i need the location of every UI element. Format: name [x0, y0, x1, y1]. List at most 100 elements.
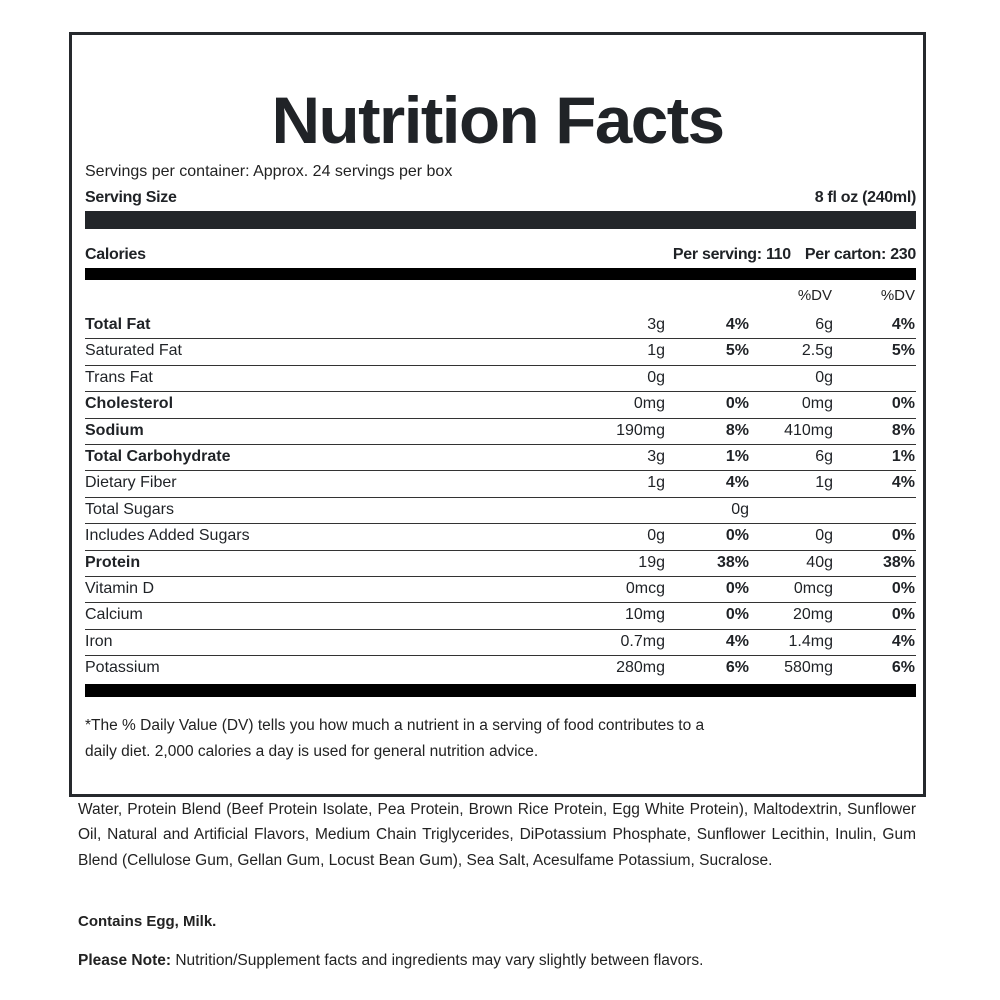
- dv-per-serving: 5%: [725, 342, 749, 360]
- dv-header-row: %DV %DV: [85, 287, 916, 307]
- calories-per-serving: Per serving: 110: [672, 246, 791, 263]
- dv-per-serving: 4%: [725, 474, 749, 492]
- thick-divider: [85, 211, 916, 229]
- dv-per-carton: 8%: [891, 421, 915, 439]
- dv-per-carton: 5%: [891, 342, 915, 360]
- nutrient-name: Total Sugars: [85, 500, 174, 518]
- dv-per-serving: 0g: [731, 500, 749, 518]
- amount-per-carton: 1g: [815, 474, 833, 492]
- dv-per-serving: 0%: [725, 606, 749, 624]
- amount-per-serving: 190mg: [616, 421, 665, 439]
- table-row: Trans Fat 0g 0g: [85, 366, 916, 393]
- nutrient-name: Includes Added Sugars: [85, 527, 250, 545]
- amount-per-serving: 0mcg: [625, 579, 665, 597]
- amount-per-carton: 6g: [815, 447, 833, 465]
- dv-per-carton: 0%: [891, 606, 915, 624]
- dv-per-serving: 4%: [725, 316, 749, 333]
- dv-per-serving: 0%: [725, 579, 749, 597]
- table-row: Total Carbohydrate 3g 1% 6g 1%: [85, 445, 916, 472]
- table-row: Iron 0.7mg 4% 1.4mg 4%: [85, 630, 916, 657]
- table-row: Dietary Fiber 1g 4% 1g 4%: [85, 471, 916, 498]
- amount-per-serving: 0mg: [633, 395, 665, 413]
- table-row: Potassium 280mg 6% 580mg 6%: [85, 656, 916, 682]
- amount-per-serving: 280mg: [616, 659, 665, 677]
- amount-per-serving: 0.7mg: [620, 632, 665, 650]
- amount-per-carton: 2.5g: [801, 342, 833, 360]
- table-row: Protein 19g 38% 40g 38%: [85, 551, 916, 577]
- amount-per-carton: 0g: [815, 368, 833, 386]
- amount-per-serving: 0g: [647, 527, 665, 545]
- dv-per-carton: 4%: [891, 474, 915, 492]
- nutrient-name: Iron: [85, 632, 113, 650]
- calories-row: Calories Per serving: 110 Per carton: 23…: [85, 246, 916, 264]
- nutrient-name: Protein: [85, 553, 141, 571]
- serving-size-label: Serving Size: [85, 189, 177, 206]
- dv-header-serving: %DV: [797, 287, 832, 304]
- dv-per-carton: 0%: [891, 527, 915, 545]
- note-label: Please Note:: [78, 952, 172, 969]
- dv-per-serving: 38%: [716, 553, 749, 571]
- table-row: Includes Added Sugars 0g 0% 0g 0%: [85, 524, 916, 551]
- amount-per-carton: 40g: [806, 553, 833, 571]
- nutrient-name: Saturated Fat: [85, 342, 182, 360]
- amount-per-carton: 0mcg: [793, 579, 833, 597]
- allergen-statement: Contains Egg, Milk.: [78, 913, 217, 930]
- dv-per-serving: 1%: [725, 447, 749, 465]
- dv-per-serving: 8%: [725, 421, 749, 439]
- nutrient-name: Total Fat: [85, 316, 151, 333]
- dv-per-carton: 38%: [882, 553, 915, 571]
- table-row: Total Fat 3g 4% 6g 4%: [85, 313, 916, 340]
- nutrient-name: Vitamin D: [85, 579, 155, 597]
- calories-per-carton: Per carton: 230: [804, 246, 916, 263]
- note-text: Nutrition/Supplement facts and ingredien…: [171, 952, 704, 969]
- dv-per-carton: 0%: [891, 395, 915, 413]
- serving-size-row: Serving Size 8 fl oz (240ml): [85, 189, 916, 207]
- amount-per-serving: 19g: [638, 553, 665, 571]
- dv-per-serving: 0%: [725, 527, 749, 545]
- amount-per-carton: 0mg: [801, 395, 833, 413]
- nutrient-name: Calcium: [85, 606, 143, 624]
- nutrient-name: Total Carbohydrate: [85, 447, 231, 465]
- table-row: Cholesterol 0mg 0% 0mg 0%: [85, 392, 916, 419]
- amount-per-carton: 410mg: [784, 421, 833, 439]
- amount-per-carton: 580mg: [784, 659, 833, 677]
- table-row: Calcium 10mg 0% 20mg 0%: [85, 603, 916, 630]
- amount-per-serving: 1g: [647, 342, 665, 360]
- dv-per-carton: 4%: [891, 632, 915, 650]
- servings-per-container: Servings per container: Approx. 24 servi…: [85, 163, 453, 180]
- daily-value-footnote: *The % Daily Value (DV) tells you how mu…: [85, 717, 705, 760]
- nutrient-name: Cholesterol: [85, 395, 174, 413]
- table-row: Total Sugars 0g: [85, 498, 916, 525]
- flavor-note: Please Note: Nutrition/Supplement facts …: [78, 952, 703, 970]
- ingredients-list: Water, Protein Blend (Beef Protein Isola…: [78, 801, 916, 869]
- dv-per-carton: 4%: [891, 316, 915, 333]
- amount-per-serving: 3g: [647, 447, 665, 465]
- amount-per-carton: 6g: [815, 316, 833, 333]
- amount-per-serving: 3g: [647, 316, 665, 333]
- nutrient-name: Dietary Fiber: [85, 474, 177, 492]
- nutrient-name: Sodium: [85, 421, 144, 439]
- nutrient-name: Trans Fat: [85, 368, 153, 386]
- table-row: Vitamin D 0mcg 0% 0mcg 0%: [85, 577, 916, 604]
- bottom-divider: [85, 684, 916, 697]
- serving-size-value: 8 fl oz (240ml): [814, 189, 917, 206]
- dv-per-serving: 6%: [725, 659, 749, 677]
- dv-per-serving: 4%: [725, 632, 749, 650]
- amount-per-carton: 0g: [815, 527, 833, 545]
- calories-divider: [85, 268, 916, 280]
- calories-label: Calories: [85, 246, 146, 263]
- amount-per-serving: 10mg: [624, 606, 665, 624]
- label-title: Nutrition Facts: [271, 83, 725, 157]
- amount-per-carton: 1.4mg: [788, 632, 833, 650]
- nutrient-table: Total Fat 3g 4% 6g 4% Saturated Fat 1g 5% 2.5g 5%…: [85, 313, 916, 682]
- table-row: Saturated Fat 1g 5% 2.5g 5%: [85, 339, 916, 366]
- nutrient-name: Potassium: [85, 659, 160, 677]
- amount-per-carton: 20mg: [792, 606, 833, 624]
- dv-per-carton: 1%: [891, 447, 915, 465]
- dv-per-carton: 0%: [891, 579, 915, 597]
- dv-header-carton: %DV: [880, 287, 915, 304]
- dv-per-serving: 0%: [725, 395, 749, 413]
- amount-per-serving: 1g: [647, 474, 665, 492]
- dv-per-carton: 6%: [891, 659, 915, 677]
- amount-per-serving: 0g: [647, 368, 665, 386]
